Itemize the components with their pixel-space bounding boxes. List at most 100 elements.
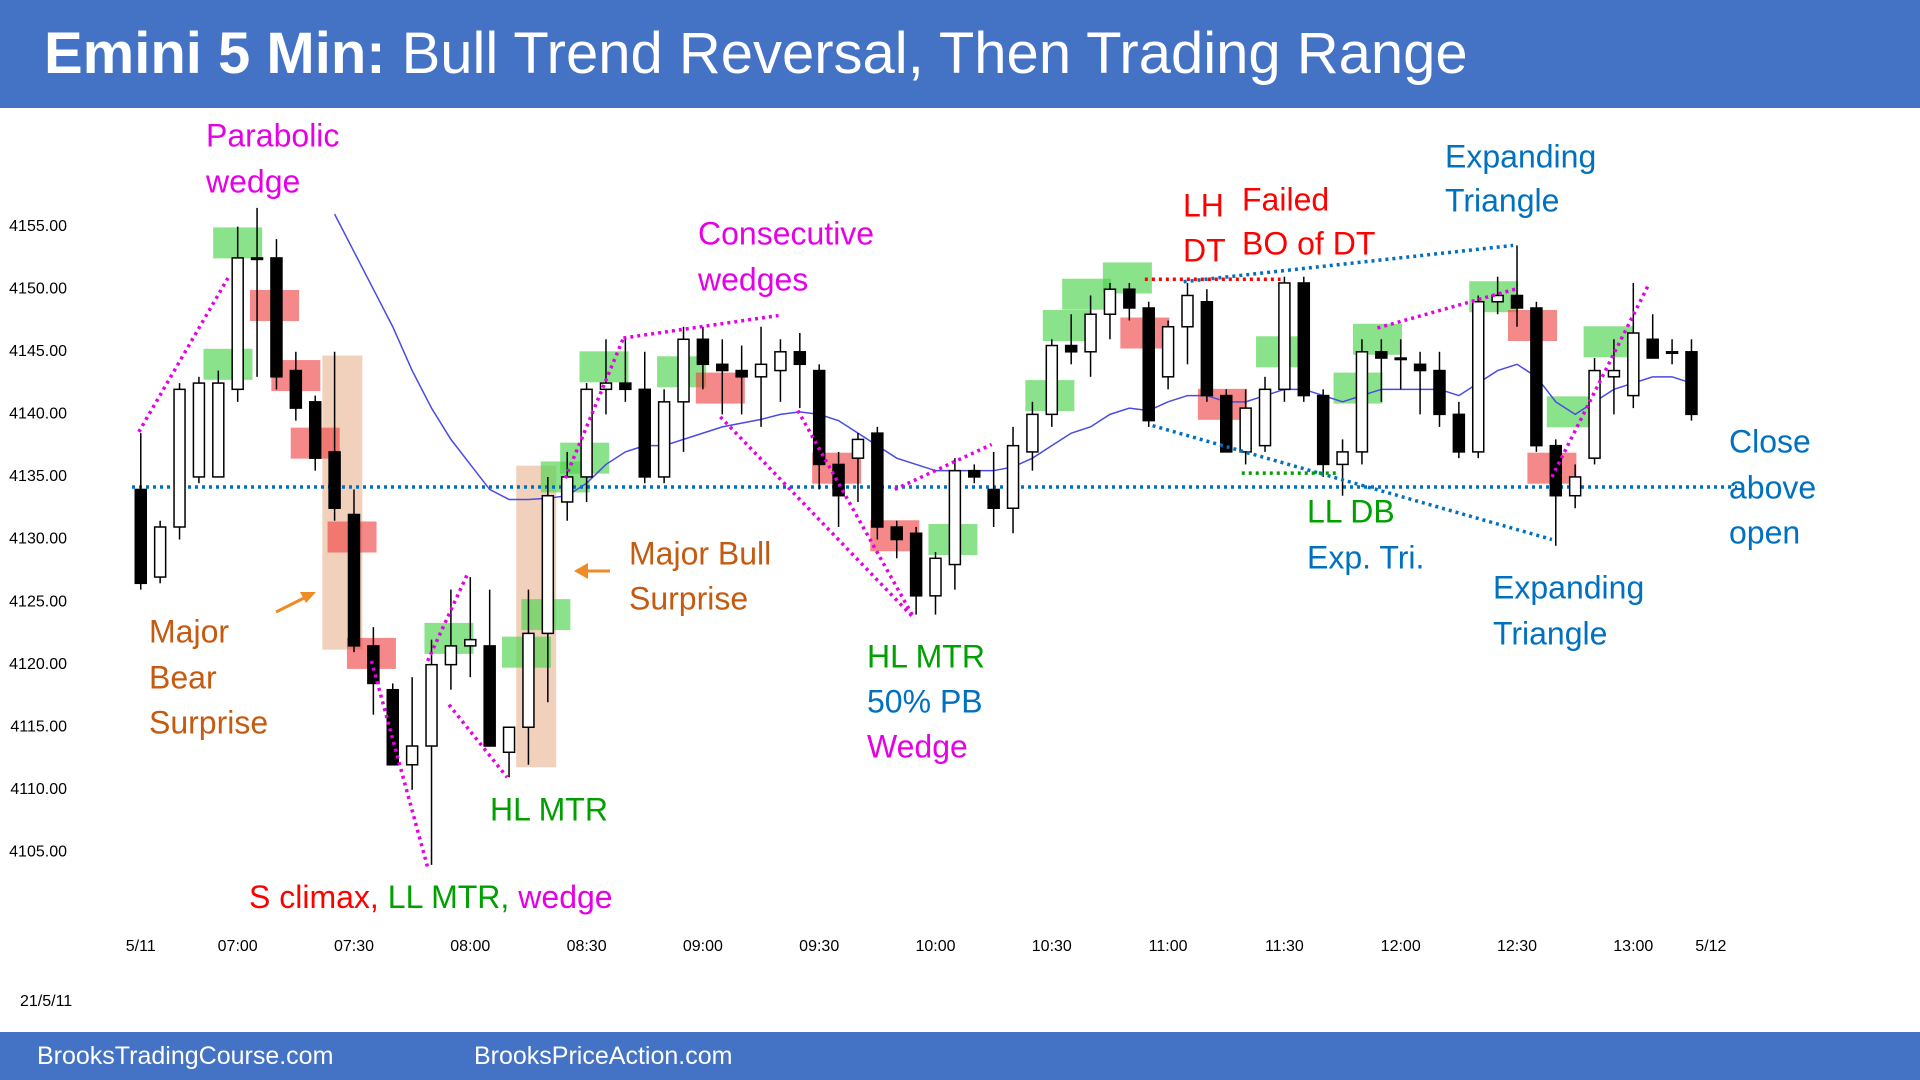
annotation: Bear: [149, 659, 217, 695]
annotation-part: LL MTR,: [388, 879, 510, 915]
candle-body: [560, 476, 574, 503]
candle-body: [1297, 282, 1311, 397]
title: Bull Trend Reversal, Then Trading Range: [401, 21, 1468, 86]
candle-body: [270, 257, 283, 378]
signal-box: [695, 372, 745, 404]
y-tick-label: 4120.00: [9, 656, 67, 673]
trendline: [719, 415, 916, 620]
signal-box: [1352, 323, 1402, 355]
candle-body: [1510, 294, 1524, 309]
candle-body: [405, 745, 419, 766]
candle-body: [212, 382, 225, 478]
annotation: Expanding: [1445, 138, 1596, 174]
annotation: Failed: [1242, 181, 1329, 217]
annotation-part: S climax,: [249, 879, 379, 915]
annotations: Parabolic wedge Major Bear Surprise S cl…: [149, 117, 1816, 915]
trendline: [369, 660, 430, 868]
candle-body: [1646, 338, 1659, 359]
candle-body: [1123, 288, 1136, 309]
trendline: [426, 571, 470, 662]
candle-body: [832, 463, 845, 497]
candle-body: [347, 513, 361, 647]
candle-body: [386, 688, 400, 766]
candle-body: [522, 632, 535, 728]
x-tick-label: 11:00: [1149, 938, 1188, 955]
candle-body: [871, 432, 884, 528]
footer-link: BrooksTradingCourse.com: [37, 1042, 334, 1070]
candle-body: [657, 401, 671, 478]
candle-body: [1375, 351, 1388, 359]
candle-body: [1142, 307, 1155, 422]
y-tick-label: 4140.00: [9, 406, 67, 423]
candle-body: [1568, 476, 1582, 497]
annotation: LL DB: [1307, 493, 1395, 529]
y-tick-label: 4155.00: [9, 218, 67, 235]
candle-body: [677, 338, 690, 403]
header: Emini 5 Min: Bull Trend Reversal, Then Tr…: [0, 0, 1920, 108]
y-tick-label: 4115.00: [10, 718, 67, 735]
candle-body: [1452, 413, 1466, 453]
candle-body: [1258, 388, 1272, 447]
candle-body: [328, 451, 341, 509]
footer-link: BrooksPriceAction.com: [474, 1042, 733, 1070]
candle-body: [1413, 363, 1427, 372]
candle-body: [1026, 413, 1039, 453]
annotation: Expanding: [1493, 569, 1644, 605]
candle-body: [192, 382, 206, 478]
x-tick-label: 13:00: [1613, 938, 1653, 955]
candle-body: [308, 401, 322, 459]
candle-body: [1627, 332, 1640, 397]
candle-body: [619, 382, 632, 391]
annotation: Surprise: [149, 704, 268, 740]
candle-body: [851, 438, 865, 459]
candle-body: [425, 663, 438, 747]
y-tick-label: 4150.00: [9, 280, 67, 297]
candle-body: [1316, 394, 1330, 466]
candle-body: [1394, 357, 1407, 361]
candle-body: [1530, 307, 1543, 447]
candle-body: [1006, 444, 1020, 509]
candle-body: [1433, 369, 1446, 416]
annotation: Triangle: [1445, 182, 1559, 218]
annotation: Surprise: [629, 580, 748, 616]
candle-body: [134, 488, 148, 585]
candle-body: [890, 526, 903, 541]
candle-body: [483, 645, 496, 747]
x-tick-label: 5/12: [1695, 938, 1726, 955]
annotation: Close: [1729, 423, 1811, 459]
candle-body: [987, 488, 1000, 509]
x-tick-label: 09:00: [683, 938, 723, 955]
x-tick-label: 11:30: [1265, 938, 1304, 955]
trendline: [796, 409, 916, 620]
annotation: DT: [1183, 232, 1226, 268]
candle-body: [250, 257, 264, 261]
annotation: Parabolic: [206, 117, 339, 153]
x-tick-label: 10:00: [915, 938, 955, 955]
title-bold: Emini 5 Min:: [44, 21, 386, 86]
candle-body: [638, 388, 651, 478]
trendline: [447, 703, 509, 779]
candle-body: [1685, 351, 1698, 416]
candle-body: [1471, 300, 1485, 453]
trendline: [563, 337, 626, 479]
date-label: 21/5/11: [20, 993, 72, 1010]
annotation: 50% PB: [867, 683, 983, 719]
candle-body: [1181, 294, 1194, 328]
annotation: BO of DT: [1242, 225, 1375, 261]
signal-box: [579, 351, 629, 383]
x-tick-label: 08:30: [567, 938, 607, 955]
candle-body: [948, 469, 962, 566]
candle-body: [716, 363, 729, 372]
candle-body: [1045, 344, 1059, 416]
candle-body: [1491, 294, 1504, 303]
annotation: HL MTR: [867, 638, 985, 674]
candle-body: [173, 388, 186, 528]
x-tick-label: 07:00: [218, 938, 258, 955]
signal-box: [1042, 310, 1092, 342]
annotation: Triangle: [1493, 615, 1607, 651]
arrow-head: [300, 592, 316, 603]
y-tick-label: 4135.00: [9, 468, 67, 485]
y-tick-label: 4125.00: [9, 593, 67, 610]
annotation-part: wedge: [517, 879, 612, 915]
